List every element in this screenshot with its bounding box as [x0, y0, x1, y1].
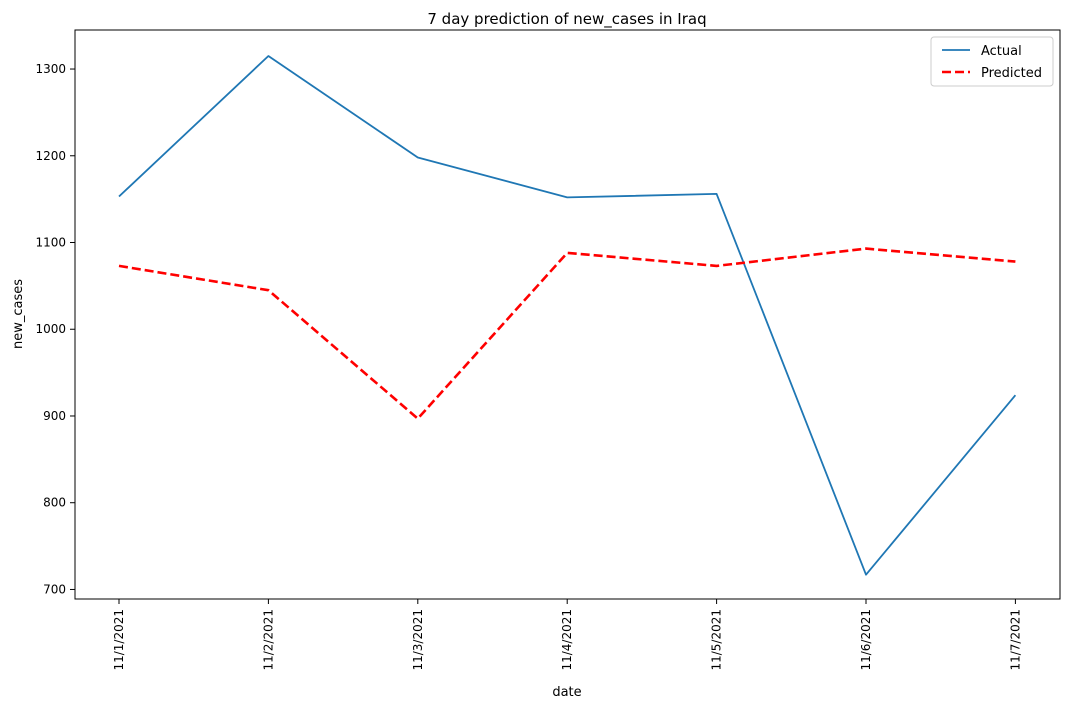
y-tick-label: 800 — [43, 496, 66, 510]
y-axis: 700 800 900 1000 1100 1200 1300 — [35, 62, 75, 596]
series-line-predicted — [118, 247, 1016, 420]
x-tick-label: 11/2/2021 — [261, 609, 275, 671]
x-tick-label: 11/1/2021 — [112, 609, 126, 671]
y-tick-label: 900 — [43, 409, 66, 423]
plot-area — [74, 29, 1061, 600]
legend: Actual Predicted — [930, 36, 1054, 87]
x-axis-label: date — [552, 685, 581, 700]
series-group — [118, 55, 1017, 576]
y-tick-label: 1100 — [35, 236, 66, 250]
x-axis: 11/1/2021 11/2/2021 11/3/2021 11/4/2021 11/5… — [112, 599, 1022, 671]
y-tick-label: 1300 — [35, 62, 66, 76]
y-tick-label: 700 — [43, 582, 66, 596]
legend-label-actual: Actual — [981, 44, 1022, 59]
series-line-actual — [118, 55, 1017, 576]
y-tick-label: 1200 — [35, 149, 66, 163]
legend-label-predicted: Predicted — [981, 66, 1042, 81]
x-tick-label: 11/4/2021 — [560, 609, 574, 671]
y-axis-label: new_cases — [11, 279, 26, 349]
x-tick-label: 11/3/2021 — [411, 609, 425, 671]
y-tick-label: 1000 — [35, 322, 66, 336]
x-tick-label: 11/5/2021 — [710, 609, 724, 671]
x-tick-label: 11/7/2021 — [1008, 609, 1022, 671]
chart-title: 7 day prediction of new_cases in Iraq — [427, 10, 706, 29]
x-tick-label: 11/6/2021 — [859, 609, 873, 671]
